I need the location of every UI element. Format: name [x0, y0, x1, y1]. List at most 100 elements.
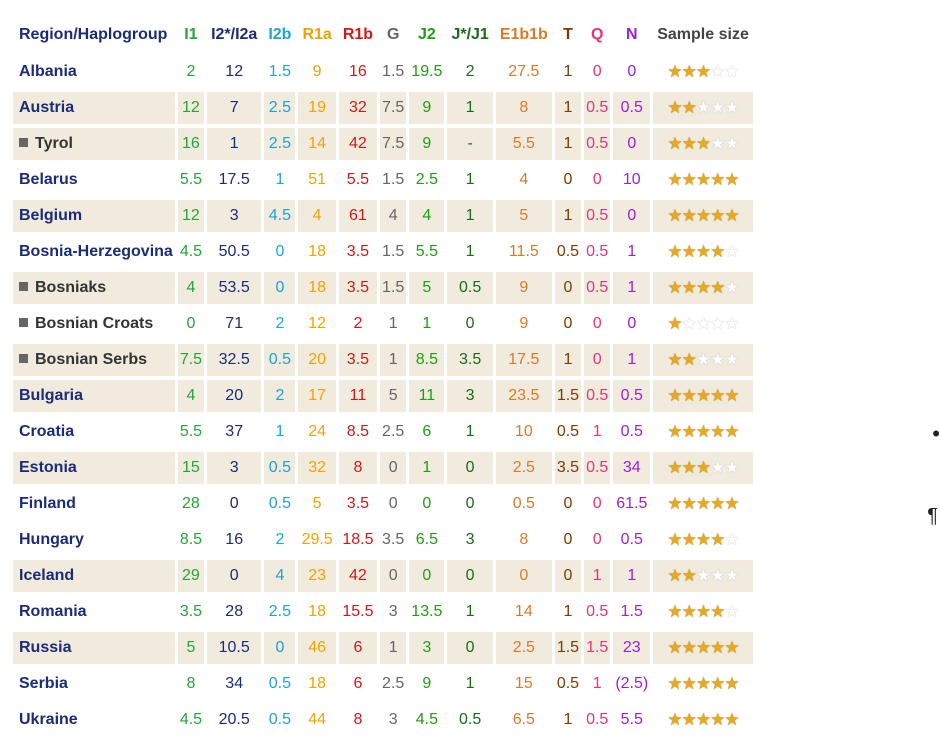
sample-size-rating: ★★★★★ — [653, 596, 753, 628]
sample-size-rating: ★★★★★ — [653, 560, 753, 592]
value-cell: 18 — [298, 272, 336, 304]
region-cell: Estonia — [13, 452, 175, 484]
value-cell: 0.5 — [264, 344, 296, 376]
value-cell: 1.5 — [554, 380, 582, 412]
star-icon: ★ — [681, 278, 697, 297]
column-header-e1b1b: E1b1b — [499, 26, 548, 43]
table-row: Estonia 15 3 0.5 32 8 0 1 0 2.5 3.5 0.5 34 ★★★★★ — [13, 452, 753, 484]
star-icon: ★ — [710, 314, 725, 333]
value-cell: 12 — [308, 315, 327, 332]
star-icon: ★ — [695, 638, 711, 657]
region-cell: Bosnia-Herzegovina — [13, 236, 175, 268]
star-icon: ★ — [681, 98, 697, 117]
star-icon: ★ — [667, 98, 682, 117]
star-icon: ★ — [724, 134, 739, 153]
value-cell: 9 — [409, 128, 445, 160]
value-cell: 0 — [554, 272, 582, 304]
value-cell: 1 — [592, 423, 602, 440]
table-row: Belgium 12 3 4.5 4 61 4 4 1 5 1 0.5 0 ★★★★★ — [13, 200, 753, 232]
star-icon: ★ — [695, 98, 711, 117]
sample-size-rating: ★★★★★ — [653, 236, 753, 268]
value-cell: 3.5 — [447, 344, 493, 376]
table-row: Tyrol 16 1 2.5 14 42 7.5 9-5.5 1 0.5 0 ★★★★★ — [13, 128, 753, 160]
value-cell: 2.5 — [495, 632, 552, 664]
value-cell: 0.5 — [556, 675, 580, 692]
value-cell: 0 — [592, 495, 602, 512]
value-cell: 0.5 — [584, 92, 611, 124]
value-cell: 4 — [177, 272, 205, 304]
table-row: Albania 2 12 1.5 9 16 1.5 19.5 2 27.5 1 0 0 ★★★★★ — [13, 56, 753, 88]
star-icon: ★ — [724, 206, 739, 225]
value-cell: 4.5 — [179, 711, 203, 728]
value-cell: 53.5 — [207, 272, 262, 304]
sample-size-rating: ★★★★★ — [653, 272, 753, 304]
value-cell: 9 — [312, 63, 322, 80]
value-cell: 3 — [388, 711, 398, 728]
value-cell: 8.5 — [409, 344, 445, 376]
region-cell: Austria — [13, 92, 175, 124]
value-cell: 19.5 — [411, 63, 443, 80]
value-cell: 1.5 — [382, 243, 405, 260]
value-cell: 5.5 — [179, 423, 203, 440]
star-icon: ★ — [695, 206, 711, 225]
star-icon: ★ — [724, 458, 739, 477]
value-cell: 19 — [298, 92, 336, 124]
value-cell: 17 — [298, 380, 336, 412]
star-icon: ★ — [667, 278, 682, 297]
value-cell: 32.5 — [207, 344, 262, 376]
column-header-i1: I1 — [184, 26, 198, 43]
column-header-r1b: R1b — [342, 26, 374, 43]
pilcrow-mark: ¶ — [927, 505, 938, 527]
value-cell: 0 — [380, 452, 407, 484]
region-cell: Bosniaks — [13, 272, 175, 304]
value-cell: 12 — [225, 63, 244, 80]
region-label: Bosniaks — [35, 279, 107, 296]
value-cell: 8 — [519, 531, 529, 548]
value-cell: 10.5 — [207, 632, 262, 664]
value-cell: 0 — [613, 200, 651, 232]
value-cell: 0.5 — [264, 452, 296, 484]
subregion-square-icon — [19, 282, 28, 291]
star-icon: ★ — [710, 350, 725, 369]
star-icon: ★ — [695, 350, 711, 369]
value-cell: 1.5 — [584, 632, 611, 664]
value-cell: 0 — [465, 315, 475, 332]
star-icon: ★ — [695, 674, 711, 693]
value-cell: 17.5 — [495, 344, 552, 376]
region-cell: Bulgaria — [13, 380, 175, 412]
value-cell: 0 — [447, 560, 493, 592]
region-cell: Belarus — [13, 164, 175, 196]
value-cell: 1.5 — [380, 272, 407, 304]
star-icon: ★ — [710, 674, 725, 693]
value-cell: 20 — [207, 380, 262, 412]
value-cell: 2 — [465, 63, 475, 80]
value-cell: 28 — [182, 495, 200, 512]
sample-size-rating: ★★★★★ — [653, 56, 753, 88]
star-icon: ★ — [710, 170, 725, 189]
value-cell: 1 — [563, 63, 573, 80]
value-cell: 16 — [349, 63, 367, 80]
value-cell: 37 — [225, 423, 244, 440]
table-row: Russia 5 10.5 0 46 6 1 3 0 2.5 1.5 1.5 23 ★★★★★ — [13, 632, 753, 664]
value-cell: 7 — [207, 92, 262, 124]
value-cell: 2.5 — [382, 423, 405, 440]
table-row: Hungary 8.5 16 2 29.5 18.5 3.5 6.5 3 8 0 0 0.5 ★★★★★ — [13, 524, 753, 556]
star-icon: ★ — [667, 206, 682, 225]
region-cell: Serbia — [13, 668, 175, 700]
value-cell: 4 — [519, 171, 529, 188]
region-label: Bosnian Serbs — [35, 351, 148, 368]
column-header-i2-i2a: I2*/I2a — [211, 26, 258, 43]
value-cell: 0 — [229, 495, 239, 512]
value-cell: 0 — [592, 315, 602, 332]
value-cell: 3 — [207, 200, 262, 232]
table-row: Bosnia-Herzegovina 4.5 50.5 0 18 3.5 1.5 5.5 1 11… — [13, 236, 753, 268]
star-icon: ★ — [695, 458, 711, 477]
table-row: Belarus 5.5 17.5 1 51 5.5 1.5 2.5 1 4 0 0 10 ★★★★★ — [13, 164, 753, 196]
region-label: Bosnia-Herzegovina — [19, 243, 173, 260]
sample-size-rating: ★★★★★ — [653, 92, 753, 124]
star-icon: ★ — [667, 314, 682, 333]
star-icon: ★ — [710, 386, 725, 405]
value-cell: 3 — [409, 632, 445, 664]
value-cell: 50.5 — [218, 243, 250, 260]
star-icon: ★ — [710, 530, 725, 549]
